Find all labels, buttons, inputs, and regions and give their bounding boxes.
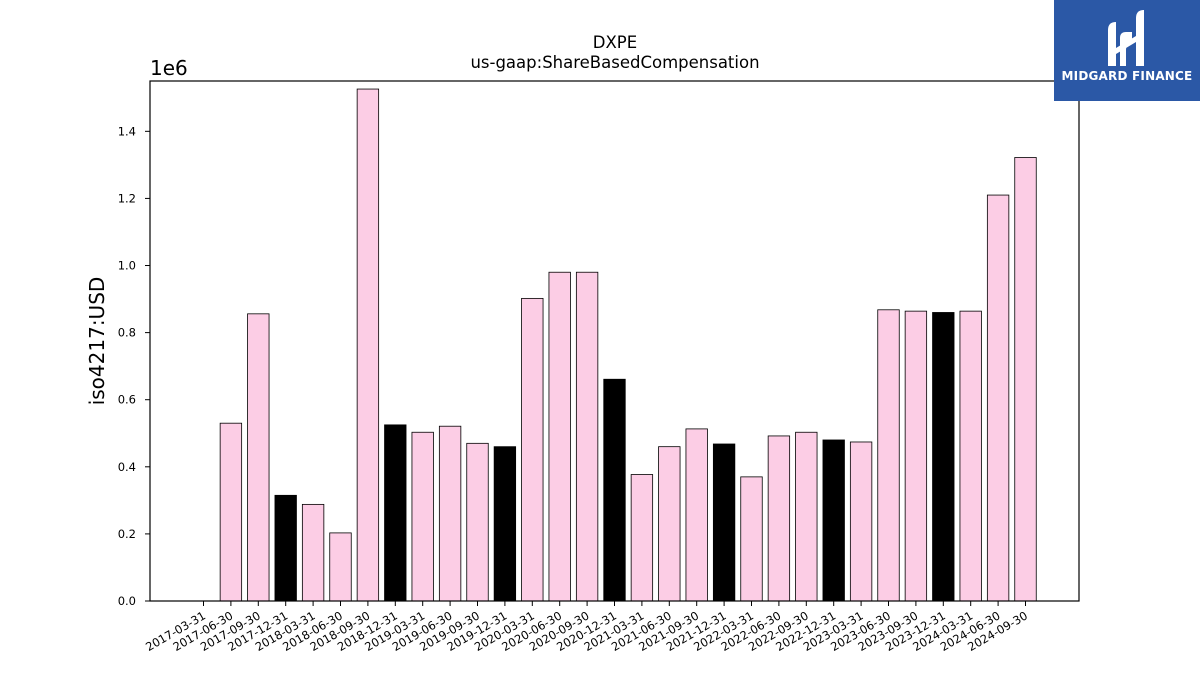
bar-2019-03-31 xyxy=(411,431,434,602)
x-axis-ticks: 2017-03-312017-06-302017-09-302017-12-31… xyxy=(143,601,1030,654)
logo-mark-icon xyxy=(1108,10,1144,66)
y-tick-label: 0.2 xyxy=(118,527,136,541)
y-tick-label: 0.8 xyxy=(118,326,136,340)
bars-layer xyxy=(219,88,1037,602)
bar-2019-09-30 xyxy=(466,442,489,602)
bar-2021-09-30 xyxy=(685,428,708,602)
y-tick-label: 1.0 xyxy=(118,259,136,273)
bar-2017-09-30 xyxy=(247,313,270,602)
bar-2021-03-31 xyxy=(630,474,654,602)
bar-2020-12-31 xyxy=(603,378,626,602)
chart-title: DXPE xyxy=(593,33,637,52)
chart-subtitle: us-gaap:ShareBasedCompensation xyxy=(470,53,759,72)
bar-2020-06-30 xyxy=(548,271,571,602)
bar-2019-12-31 xyxy=(493,446,517,602)
bar-2020-03-31 xyxy=(521,297,544,602)
bar-2018-09-30 xyxy=(356,88,380,602)
bar-2024-03-31 xyxy=(959,310,982,602)
bar-2023-06-30 xyxy=(877,309,900,602)
y-tick-label: 1.4 xyxy=(118,124,136,138)
y-tick-label: 0.6 xyxy=(118,393,136,407)
bar-2023-12-31 xyxy=(932,312,955,602)
bar-2020-09-30 xyxy=(575,271,599,602)
bar-2024-09-30 xyxy=(1014,157,1037,602)
y-tick-label: 0.4 xyxy=(118,460,136,474)
y-tick-label: 0.0 xyxy=(118,594,136,608)
y-axis-scale-label: 1e6 xyxy=(150,56,188,80)
bar-2022-12-31 xyxy=(822,439,845,602)
y-axis-label: iso4217:USD xyxy=(85,277,109,406)
bar-2022-06-30 xyxy=(767,435,791,602)
bar-2018-03-31 xyxy=(301,503,325,602)
bar-2022-09-30 xyxy=(795,431,818,602)
bar-2023-03-31 xyxy=(849,441,873,602)
bar-2017-06-30 xyxy=(219,422,243,602)
y-axis-ticks: 0.0 0.2 0.4 0.6 0.8 1.0 1.2 1.4 xyxy=(118,124,150,608)
midgard-finance-logo: MIDGARD FINANCE xyxy=(1054,0,1200,101)
bar-2019-06-30 xyxy=(438,425,462,602)
bar-2023-09-30 xyxy=(904,310,928,602)
bar-2018-12-31 xyxy=(384,424,407,602)
bar-2017-12-31 xyxy=(274,494,297,602)
plot-frame xyxy=(149,80,1080,602)
logo-text: MIDGARD FINANCE xyxy=(1061,69,1193,83)
bar-2021-06-30 xyxy=(658,446,681,602)
y-tick-label: 1.2 xyxy=(118,191,136,205)
bar-2024-06-30 xyxy=(986,194,1010,602)
bar-2022-03-31 xyxy=(740,476,763,602)
bar-2018-06-30 xyxy=(329,532,352,602)
bar-2021-12-31 xyxy=(712,443,736,602)
